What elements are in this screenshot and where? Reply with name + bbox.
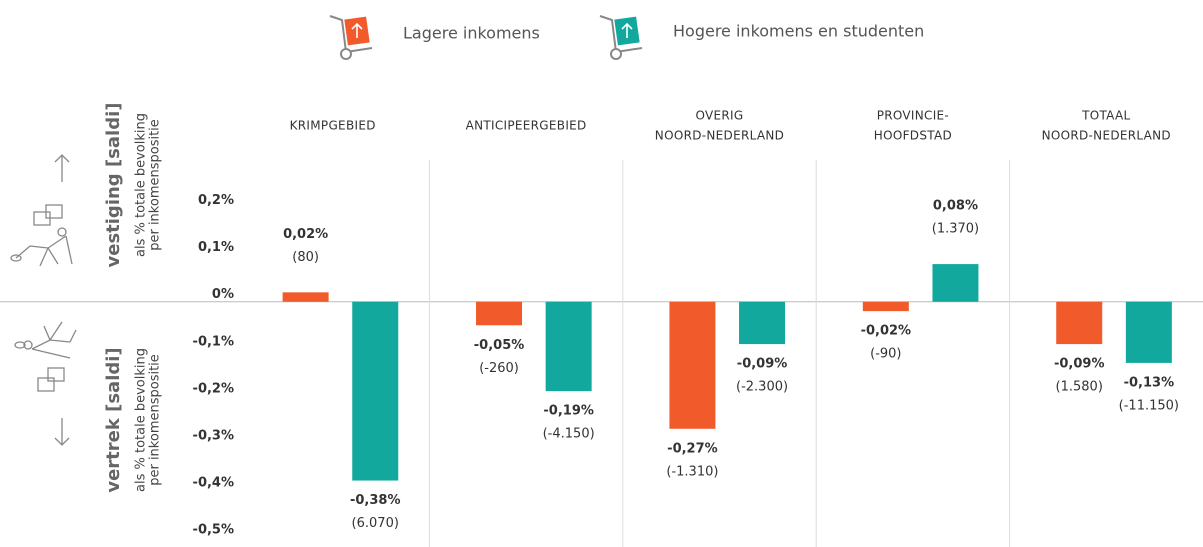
value-label: -0,02% (861, 324, 912, 339)
bar (283, 292, 329, 301)
side-title: vertrek [saldi] (103, 347, 124, 492)
value-label: -0,27% (667, 441, 718, 456)
y-tick-label: 0,2% (198, 193, 234, 208)
arrow-up (55, 155, 69, 182)
legend-entry: Hogere inkomens en studenten (600, 16, 924, 59)
bar (739, 302, 785, 344)
x-tick-label: KRIMPGEBIED (290, 119, 376, 133)
legend-entry: Lagere inkomens (330, 16, 540, 59)
legend-wheel (611, 49, 621, 59)
x-tick-label: TOTAAL (1081, 109, 1130, 123)
count-label: (80) (292, 250, 319, 265)
count-label: (-2.300) (736, 380, 788, 395)
chart: Lagere inkomens Hogere inkomens en studen… (0, 0, 1203, 547)
bar (669, 302, 715, 429)
x-tick-label: ANTICIPEERGEBIED (466, 119, 587, 133)
value-label: 0,02% (283, 227, 328, 242)
value-label: -0,09% (1054, 357, 1105, 372)
y-tick-label: -0,5% (193, 523, 234, 538)
x-tick-label: OVERIG (695, 109, 743, 123)
value-label: -0,13% (1124, 375, 1175, 390)
value-label: 0,08% (933, 199, 978, 214)
count-label: (-260) (479, 361, 519, 376)
y-tick-label: -0,4% (193, 475, 234, 490)
y-tick-label: -0,3% (193, 428, 234, 443)
x-tick-label: NOORD-NEDERLAND (655, 129, 784, 143)
people-icon-down (15, 322, 76, 391)
arrow-down (55, 418, 69, 445)
side-subtitle: per inkomenspositie (148, 119, 163, 251)
people-icon-up (11, 205, 72, 266)
bar (476, 302, 522, 326)
side-title: vestiging [saldi] (103, 103, 124, 268)
x-tick-label: NOORD-NEDERLAND (1042, 129, 1171, 143)
count-label: (-11.150) (1119, 398, 1179, 413)
side-subtitle: per inkomenspositie (148, 354, 163, 486)
bar (546, 302, 592, 391)
legend-label: Lagere inkomens (403, 24, 540, 43)
y-tick-label: -0,2% (193, 381, 234, 396)
count-label: (-90) (870, 347, 901, 362)
bar (932, 264, 978, 302)
x-tick-label: PROVINCIE- (877, 109, 949, 123)
legend-wheel (341, 49, 351, 59)
y-tick-label: 0,1% (198, 240, 234, 255)
x-tick-label: HOOFDSTAD (874, 129, 952, 143)
bar (1126, 302, 1172, 363)
value-label: -0,05% (474, 338, 525, 353)
bar (863, 302, 909, 311)
bar (1056, 302, 1102, 344)
side-subtitle: als % totale bevolking (134, 113, 149, 257)
y-tick-label: 0% (212, 287, 234, 302)
y-tick-label: -0,1% (193, 334, 234, 349)
count-label: (-1.310) (666, 464, 718, 479)
value-label: -0,38% (350, 493, 401, 508)
bar (352, 302, 398, 481)
count-label: (1.580) (1056, 380, 1103, 395)
count-label: (1.370) (932, 222, 979, 237)
side-subtitle: als % totale bevolking (134, 348, 149, 492)
count-label: (6.070) (352, 516, 399, 531)
value-label: -0,09% (737, 357, 788, 372)
legend-label: Hogere inkomens en studenten (673, 22, 924, 41)
value-label: -0,19% (543, 404, 594, 419)
count-label: (-4.150) (543, 427, 595, 442)
